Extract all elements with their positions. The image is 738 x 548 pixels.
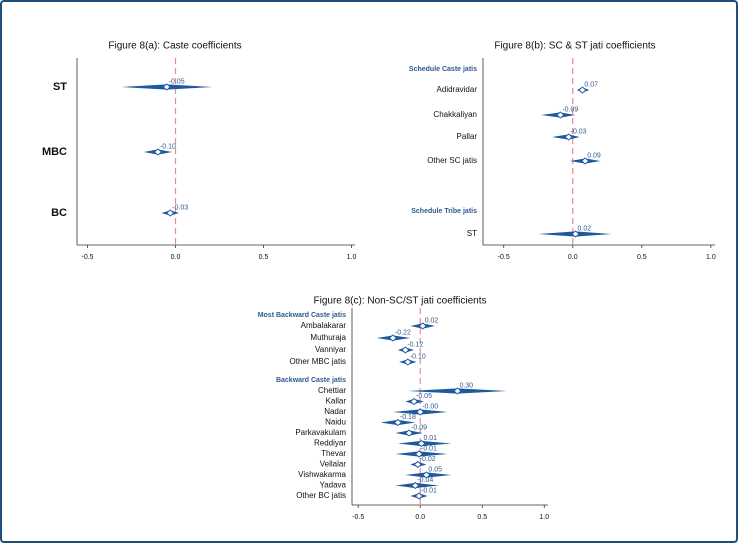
estimate-marker [404,429,414,437]
x-tick-label: 1.0 [706,254,716,261]
group-header: Schedule Caste jatis [409,66,477,73]
value-label: -0.01 [421,487,437,494]
row-label: MBC [42,146,67,158]
row-label: Ambalakarar [301,321,347,330]
estimate-marker [409,397,419,406]
value-label: -0.05 [169,78,185,85]
value-label: -0.10 [160,143,176,150]
estimate-marker [413,460,422,469]
value-label: 0.02 [578,225,592,232]
value-label: 0.02 [425,317,439,324]
value-label: -0.18 [400,414,416,421]
estimate-marker [418,322,427,330]
estimate-marker [578,86,587,94]
estimate-marker [393,418,403,427]
estimate-marker [417,439,426,448]
estimate-marker [388,334,398,342]
x-tick-label: 0.0 [171,254,181,261]
x-tick-label: 1.0 [347,254,357,261]
x-tick-label: -0.5 [82,254,94,261]
value-label: -0.04 [417,477,433,484]
estimate-marker [403,358,413,366]
row-label: Other BC jatis [296,491,346,500]
row-label: ST [467,229,477,238]
chart-title: Figure 8(b): SC & ST jati coefficients [494,41,655,52]
x-tick-label: 0.5 [637,254,647,261]
row-label: Vellalar [320,460,347,469]
estimate-marker [422,471,431,479]
row-label: Yadava [319,481,346,490]
chart-title: Figure 8(c): Non-SC/ST jati coefficients [313,296,486,307]
estimate-marker [401,346,410,354]
estimate-marker [166,209,175,217]
row-label: Kallar [326,397,347,406]
group-header: Most Backward Caste jatis [258,312,346,319]
estimate-marker [453,387,462,395]
value-label: 0.07 [584,81,598,88]
estimate-marker [416,408,425,416]
value-label: -0.12 [407,341,423,348]
row-label: Naidu [325,418,346,427]
value-label: 0.01 [423,435,437,442]
x-tick-label: 0.0 [415,514,425,521]
estimate-marker [162,83,171,91]
chart-title: Figure 8(a): Caste coefficients [108,41,241,52]
value-label: 0.09 [587,152,601,159]
row-label: Other MBC jatis [290,357,346,366]
value-label: -0.09 [411,424,427,431]
estimate-marker [564,133,573,141]
row-label: Parkavakulam [295,428,346,437]
estimate-marker [414,492,424,500]
row-label: Other SC jatis [427,156,477,165]
x-tick-label: 0.0 [568,254,578,261]
x-tick-label: 0.5 [477,514,487,521]
row-label: Reddiyar [314,439,346,448]
value-label: -0.09 [562,106,578,113]
row-label: Vishwakarma [298,470,346,479]
x-tick-label: 0.5 [259,254,269,261]
estimate-marker [556,111,565,119]
value-label: 0.30 [459,382,473,389]
value-label: -0.10 [410,353,426,360]
row-label: Chakkaliyan [433,110,477,119]
row-label: Chettiar [318,386,346,395]
row-label: BC [51,207,67,219]
row-label: Pallar [457,132,478,141]
value-label: -0.03 [571,128,587,135]
x-tick-label: 1.0 [539,514,549,521]
group-header: Schedule Tribe jatis [411,208,477,215]
estimate-marker [571,230,580,238]
estimate-marker [414,450,424,458]
value-label: -0.05 [416,393,432,400]
x-tick-label: -0.5 [498,254,510,261]
group-header: Backward Caste jatis [276,377,346,384]
row-label: ST [53,81,67,93]
x-tick-label: -0.5 [352,514,364,521]
row-label: Adidravidar [437,85,478,94]
row-label: Vanniyar [315,345,346,354]
value-label: -0.03 [172,204,188,211]
value-label: -0.02 [420,456,436,463]
value-label: -0.22 [395,329,411,336]
estimate-marker [580,157,590,165]
row-label: Muthuraja [310,333,346,342]
value-label: -0.01 [421,445,437,452]
estimate-marker [411,481,420,490]
estimate-marker [153,148,163,156]
value-label: -0.00 [422,403,438,410]
value-label: 0.05 [428,466,442,473]
row-label: Thevar [321,449,346,458]
row-label: Nadar [324,407,346,416]
